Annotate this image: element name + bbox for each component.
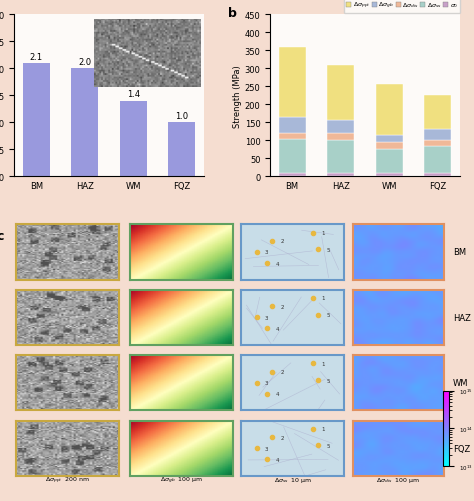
Text: 2.1: 2.1 [30, 53, 43, 62]
Bar [424, 146, 451, 173]
Bar [279, 48, 306, 118]
Bar [424, 96, 451, 130]
Text: $\Delta\sigma_{gb}$  100 μm: $\Delta\sigma_{gb}$ 100 μm [160, 474, 203, 485]
Bar [72, 69, 98, 177]
Bar [279, 139, 306, 173]
Text: $\Delta\sigma_{dis}$  100 μm: $\Delta\sigma_{dis}$ 100 μm [376, 475, 420, 484]
Text: c: c [0, 230, 4, 243]
Text: FQZ: FQZ [453, 444, 470, 453]
Text: 1.0: 1.0 [175, 112, 188, 121]
Bar [424, 173, 451, 177]
Bar [328, 134, 354, 141]
Bar [376, 150, 402, 173]
Text: b: b [228, 7, 237, 20]
Text: $\Delta\sigma_{ss}$  10 μm: $\Delta\sigma_{ss}$ 10 μm [273, 475, 312, 484]
Bar [376, 136, 402, 143]
Bar [23, 64, 50, 177]
Bar [279, 118, 306, 134]
Bar [376, 85, 402, 136]
Text: 2.0: 2.0 [78, 58, 91, 67]
Bar [279, 173, 306, 177]
Text: HAZ: HAZ [453, 313, 471, 322]
Bar [424, 141, 451, 146]
Bar [376, 173, 402, 177]
Bar [328, 173, 354, 177]
Y-axis label: Strength (MPa): Strength (MPa) [233, 65, 242, 127]
Bar [328, 66, 354, 121]
Legend: $\Delta\sigma_{ppt}$, $\Delta\sigma_{gb}$, $\Delta\sigma_{dis}$, $\Delta\sigma_{: $\Delta\sigma_{ppt}$, $\Delta\sigma_{gb}… [344, 0, 460, 14]
Text: BM: BM [453, 248, 466, 257]
Bar [328, 141, 354, 173]
Bar [328, 121, 354, 134]
Bar [376, 143, 402, 150]
Text: WM: WM [453, 379, 469, 387]
Text: $\Delta\sigma_{ppt}$  200 nm: $\Delta\sigma_{ppt}$ 200 nm [45, 474, 90, 485]
Bar [279, 134, 306, 139]
Bar [424, 130, 451, 141]
Bar [120, 101, 146, 177]
Bar [168, 123, 195, 177]
Text: 1.4: 1.4 [127, 90, 140, 99]
